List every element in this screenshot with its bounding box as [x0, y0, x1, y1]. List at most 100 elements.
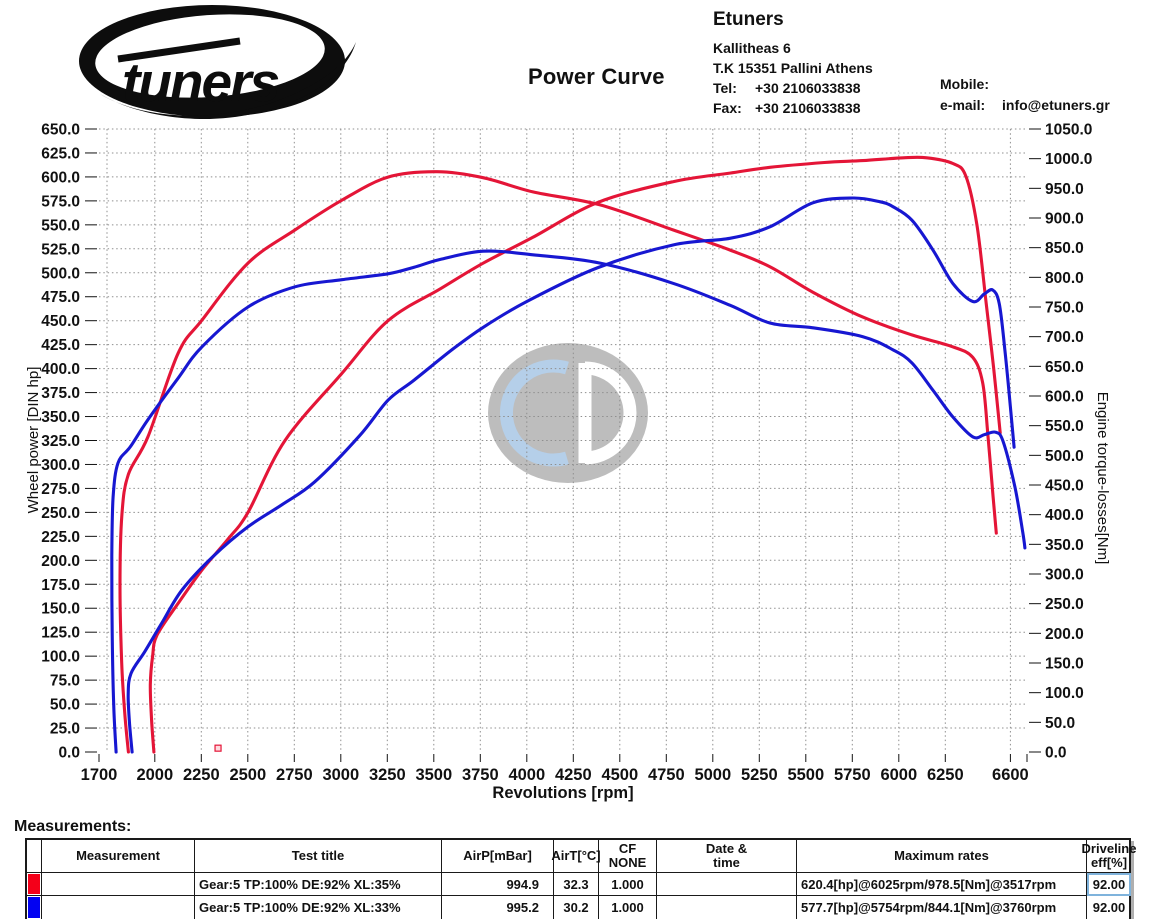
svg-text:6250: 6250 [927, 766, 964, 784]
cell-test-title: Gear:5 TP:100% DE:92% XL:33% [195, 896, 442, 919]
svg-text:525.0: 525.0 [41, 241, 80, 258]
table-header-airt: AirT[°C] [551, 840, 601, 873]
svg-text:3500: 3500 [415, 766, 452, 784]
svg-text:125.0: 125.0 [41, 625, 80, 642]
svg-text:3750: 3750 [462, 766, 499, 784]
cell-date-time [657, 873, 797, 896]
series-blue-torque-nm-curve [110, 249, 1027, 754]
svg-text:50.0: 50.0 [50, 697, 80, 714]
measurements-heading: Measurements: [14, 818, 132, 835]
svg-text:5500: 5500 [787, 766, 824, 784]
cell-measurement [42, 896, 195, 919]
svg-text:2750: 2750 [276, 766, 313, 784]
svg-text:4000: 4000 [508, 766, 545, 784]
power-curve-chart: 0.0 25.0 50.0 75.0 100.0 125.0 150.0 175.0 200.0… [25, 122, 1111, 803]
svg-text:2250: 2250 [183, 766, 220, 784]
cell-airp: 994.9 [442, 873, 554, 896]
svg-text:0.0: 0.0 [1045, 745, 1067, 762]
y-axis-label-left: Wheel power [DIN hp] [25, 367, 42, 514]
cell-maximum-rates: 577.7[hp]@5754rpm/844.1[Nm]@3760rpm [797, 896, 1087, 919]
svg-text:100.0: 100.0 [41, 649, 80, 666]
svg-text:450.0: 450.0 [41, 313, 80, 330]
table-header-date-time: Date & time [657, 840, 797, 873]
svg-text:950.0: 950.0 [1045, 181, 1084, 198]
table-header-airp: AirP[mBar] [442, 840, 554, 873]
cell-measurement [42, 873, 195, 896]
svg-text:6600: 6600 [992, 766, 1029, 784]
email-value: info@etuners.gr [1002, 97, 1110, 113]
address-line-1: Kallitheas 6 [713, 40, 791, 56]
svg-text:425.0: 425.0 [41, 337, 80, 354]
dyno-watermark-logo [488, 343, 648, 483]
svg-text:50.0: 50.0 [1045, 715, 1075, 732]
svg-text:2500: 2500 [229, 766, 266, 784]
svg-text:900.0: 900.0 [1045, 211, 1084, 228]
svg-text:325.0: 325.0 [41, 433, 80, 450]
svg-text:150.0: 150.0 [41, 601, 80, 618]
cell-test-title: Gear:5 TP:100% DE:92% XL:35% [195, 873, 442, 896]
fax-row: Fax: +30 2106033838 [713, 100, 873, 116]
svg-text:225.0: 225.0 [41, 529, 80, 546]
email-label: e-mail: [940, 97, 986, 113]
svg-text:350.0: 350.0 [1045, 537, 1084, 554]
address-line-2: T.K 15351 Pallini Athens [713, 60, 873, 76]
table-header-swatch [27, 840, 42, 873]
svg-text:625.0: 625.0 [41, 145, 80, 162]
svg-text:375.0: 375.0 [41, 385, 80, 402]
table-header-maximum-rates: Maximum rates [797, 840, 1087, 873]
axis-titles: Wheel power [DIN hp] Engine torque-losses… [25, 367, 1111, 802]
svg-text:4250: 4250 [555, 766, 592, 784]
cell-maximum-rates: 620.4[hp]@6025rpm/978.5[Nm]@3517rpm [797, 873, 1087, 896]
cell-date-time [657, 896, 797, 919]
series-red-torque-nm-curve [118, 170, 998, 754]
cell-cf: 1.000 [599, 873, 657, 896]
svg-text:850.0: 850.0 [1045, 240, 1084, 257]
svg-text:3250: 3250 [369, 766, 406, 784]
mobile-label: Mobile: [940, 76, 989, 92]
run-start-marker [214, 744, 222, 752]
svg-text:650.0: 650.0 [41, 122, 80, 139]
svg-text:275.0: 275.0 [41, 481, 80, 498]
mobile-row: Mobile: [940, 76, 1110, 92]
chart-gridlines [99, 128, 1027, 752]
svg-text:400.0: 400.0 [41, 361, 80, 378]
x-axis-label: Revolutions [rpm] [492, 784, 633, 802]
cell-airt: 32.3 [554, 873, 599, 896]
svg-text:400.0: 400.0 [1045, 507, 1084, 524]
cell-cf: 1.000 [599, 896, 657, 919]
svg-text:100.0: 100.0 [1045, 685, 1084, 702]
tel-row: Tel: +30 2106033838 [713, 80, 873, 96]
series-red-power-hp-curve [148, 155, 1002, 754]
svg-text:350.0: 350.0 [41, 409, 80, 426]
svg-text:800.0: 800.0 [1045, 270, 1084, 287]
cell-airp: 995.2 [442, 896, 554, 919]
svg-text:650.0: 650.0 [1045, 359, 1084, 376]
measurements-table: Measurement Test title AirP[mBar] AirT[°… [25, 838, 1136, 919]
svg-text:600.0: 600.0 [1045, 389, 1084, 406]
svg-text:150.0: 150.0 [1045, 656, 1084, 673]
svg-text:75.0: 75.0 [50, 673, 80, 690]
table-header-cf: CF NONE [599, 840, 657, 873]
svg-text:700.0: 700.0 [1045, 329, 1084, 346]
svg-text:5250: 5250 [741, 766, 778, 784]
svg-text:250.0: 250.0 [41, 505, 80, 522]
email-row: e-mail: info@etuners.gr [940, 97, 1110, 113]
table-header-driveline-eff: Driveline eff[%] [1082, 840, 1136, 873]
table-header-measurement: Measurement [42, 840, 195, 873]
svg-text:600.0: 600.0 [41, 169, 80, 186]
svg-text:3000: 3000 [322, 766, 359, 784]
svg-text:475.0: 475.0 [41, 289, 80, 306]
svg-text:2000: 2000 [136, 766, 173, 784]
svg-text:550.0: 550.0 [41, 217, 80, 234]
svg-text:4750: 4750 [648, 766, 685, 784]
table-header-test-title: Test title [195, 840, 442, 873]
svg-text:5000: 5000 [694, 766, 731, 784]
svg-text:750.0: 750.0 [1045, 300, 1084, 317]
svg-text:500.0: 500.0 [41, 265, 80, 282]
etuners-logo-icon: tuners [79, 2, 360, 120]
svg-text:1700: 1700 [81, 766, 118, 784]
logo-text: tuners [122, 51, 279, 113]
svg-text:1050.0: 1050.0 [1045, 122, 1092, 139]
fax-label: Fax: [713, 100, 742, 116]
